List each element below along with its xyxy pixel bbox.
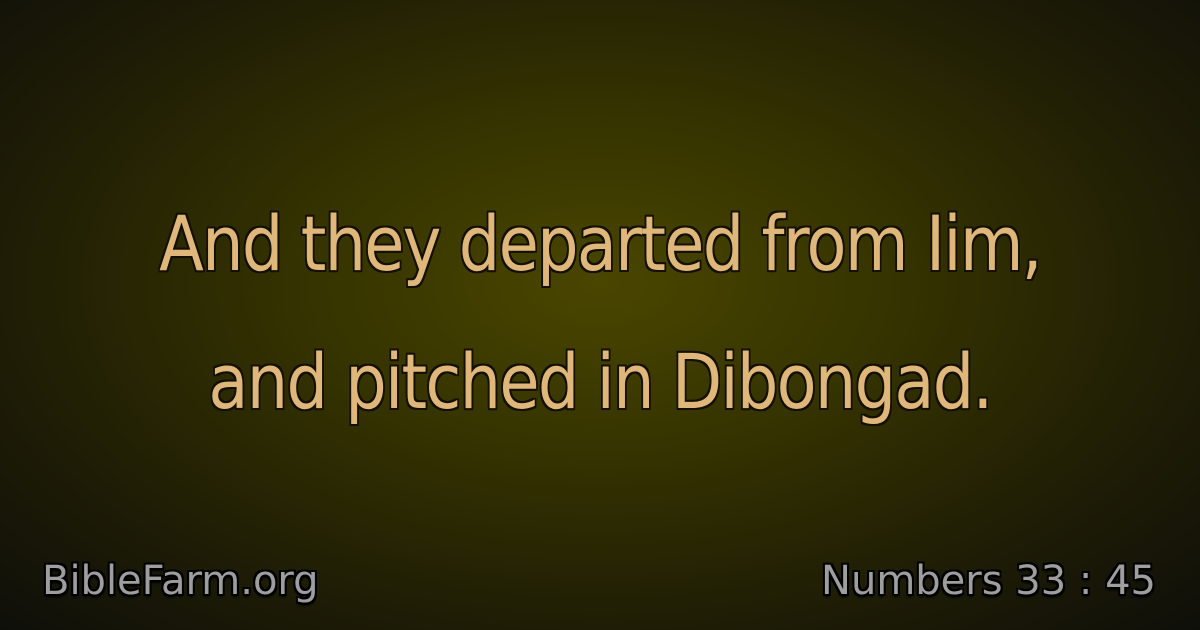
verse-text: And they departed from Iim, and pitched … — [84, 175, 1116, 451]
site-name: BibleFarm.org — [42, 558, 319, 604]
verse-line-1: And they departed from Iim, — [159, 199, 1042, 288]
verse-line-2: and pitched in Dibongad. — [208, 337, 993, 426]
verse-reference: Numbers 33 : 45 — [821, 558, 1156, 604]
